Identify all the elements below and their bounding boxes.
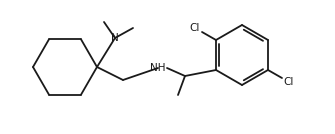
Text: Cl: Cl	[190, 23, 200, 33]
Text: Cl: Cl	[284, 77, 294, 87]
Text: NH: NH	[150, 63, 166, 73]
Text: N: N	[111, 33, 119, 43]
